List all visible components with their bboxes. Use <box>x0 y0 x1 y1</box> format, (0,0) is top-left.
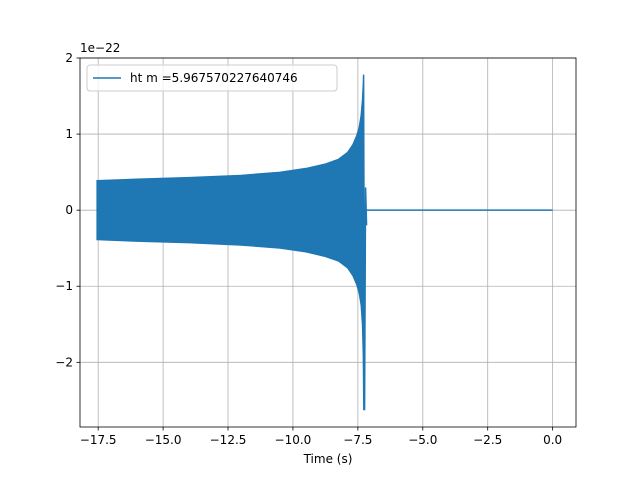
y-tick-label: −2 <box>55 355 73 369</box>
legend-entry-label: ht m =5.967570227640746 <box>130 71 298 85</box>
x-axis-label: Time (s) <box>303 452 353 466</box>
y-tick-label: −1 <box>55 279 73 293</box>
y-tick-label: 1 <box>65 127 73 141</box>
x-tick-label: 0.0 <box>543 433 562 447</box>
x-tick-label: −17.5 <box>80 433 117 447</box>
plot-frame <box>79 57 577 428</box>
x-tick-label: −5.0 <box>408 433 437 447</box>
series-layer <box>96 74 553 411</box>
legend-box <box>86 64 338 92</box>
x-tick-label: −15.0 <box>145 433 182 447</box>
y-axis-ticks: 2 1 0 −1 −2 <box>55 51 80 369</box>
x-tick-label: −12.5 <box>210 433 247 447</box>
y-axis-scale-label: 1e−22 <box>80 41 120 55</box>
y-tick-label: 2 <box>65 51 73 65</box>
legend: ht m =5.967570227640746 <box>86 64 338 92</box>
y-tick-label: 0 <box>65 203 73 217</box>
x-axis-ticks: −17.5 −15.0 −12.5 −10.0 −7.5 −5.0 −2.5 0.0 <box>80 427 562 447</box>
x-tick-label: −10.0 <box>275 433 312 447</box>
x-tick-label: −2.5 <box>473 433 502 447</box>
series-ringdown <box>362 74 368 411</box>
series-waveform-envelope <box>96 74 365 411</box>
x-tick-label: −7.5 <box>343 433 372 447</box>
